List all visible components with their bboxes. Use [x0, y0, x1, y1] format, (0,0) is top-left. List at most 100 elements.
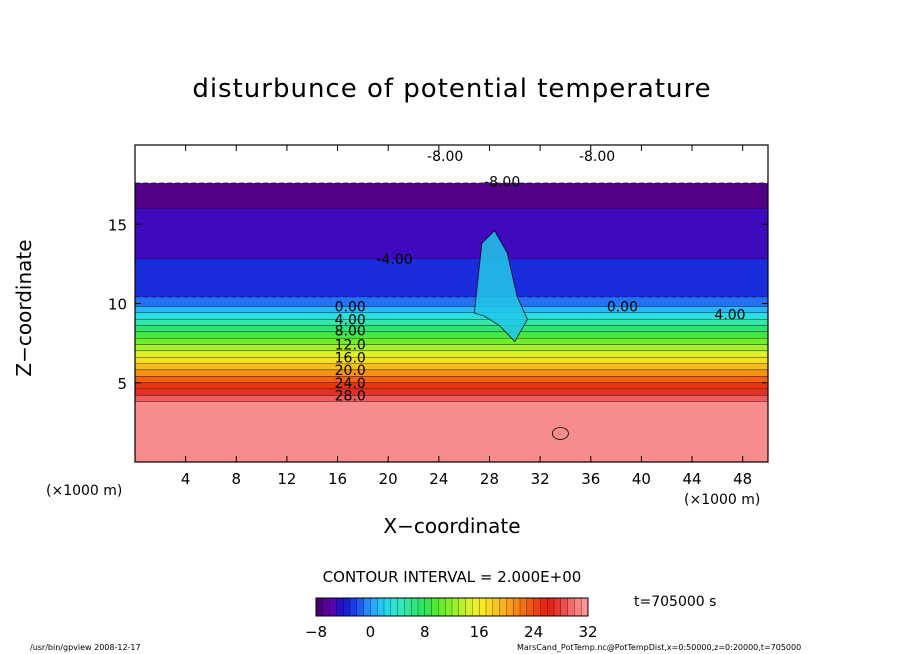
footer-right: MarsCand_PotTemp.nc@PotTempDist,x=0:5000… [517, 643, 802, 652]
x-tick-label: 44 [682, 470, 701, 488]
colorbar-cell [567, 597, 575, 617]
colorbar-cell [404, 597, 412, 617]
x-tick-label: 20 [379, 470, 398, 488]
colorbar-cell [336, 597, 344, 617]
y-tick-label: 10 [108, 296, 127, 314]
heat-band [135, 297, 768, 308]
x-axis-label: X−coordinate [383, 514, 521, 538]
heat-band [135, 332, 768, 339]
colorbar-cell [343, 597, 351, 617]
colorbar-cell [451, 597, 460, 617]
heat-band [135, 389, 768, 396]
colorbar-cell [411, 597, 419, 617]
colorbar-cell [479, 597, 487, 617]
colorbar-cell [397, 597, 405, 617]
colorbar-cell [349, 597, 358, 617]
contour-label: 24.0 [335, 376, 366, 392]
x-tick-label: 4 [181, 470, 191, 488]
colorbar-cell [533, 597, 541, 617]
x-tick-label: 48 [733, 470, 752, 488]
colorbar-cell [356, 597, 365, 617]
colorbar-cell [329, 597, 337, 617]
contour-label: 28.0 [335, 388, 366, 404]
heat-band [135, 208, 768, 260]
colorbar-tick-label: 8 [420, 623, 430, 641]
colorbar-cell [315, 597, 324, 617]
colorbar-cell [560, 597, 569, 617]
x-tick-label: 36 [581, 470, 600, 488]
x-tick-label: 8 [232, 470, 242, 488]
heat-band [135, 325, 768, 333]
contour-label: -4.00 [376, 252, 412, 268]
x-tick-label: 16 [328, 470, 347, 488]
colorbar-cell [485, 597, 494, 617]
colorbar-cell [513, 597, 521, 617]
contour-label: 8.00 [335, 323, 366, 339]
colorbar-cell [322, 597, 331, 617]
contour-closed-loop [551, 427, 569, 440]
heat-band [135, 306, 768, 314]
disturbance-plume [473, 229, 528, 343]
colorbar-tick-label: 32 [578, 623, 597, 641]
colorbar-cell [499, 597, 507, 617]
colorbar-cell [390, 597, 399, 617]
contour-label: 20.0 [335, 363, 366, 379]
heat-band [135, 395, 768, 403]
colorbar-tick-label: 0 [366, 623, 376, 641]
colorbar-tick-label: 24 [524, 623, 543, 641]
heat-band [135, 382, 768, 390]
colorbar-cell [540, 597, 548, 617]
x-tick-label: 24 [429, 470, 448, 488]
contour-label: 0.00 [335, 300, 366, 316]
heat-band [135, 145, 768, 184]
colorbar-cell [363, 597, 371, 617]
colorbar-cell [581, 597, 589, 617]
x-tick-label: 32 [531, 470, 550, 488]
colorbar-cell [526, 597, 535, 617]
colorbar-cell [438, 597, 446, 617]
contour-label: 16.0 [335, 350, 366, 366]
contour-label: -8.00 [579, 149, 615, 165]
colorbar-cell [492, 597, 501, 617]
time-label: t=705000 s [634, 594, 717, 610]
heat-band [135, 313, 768, 320]
colorbar-tick-label: 16 [470, 623, 489, 641]
contour-label: 0.00 [607, 300, 638, 316]
heat-band [135, 259, 768, 298]
footer-left: /usr/bin/gpview 2008-12-17 [30, 643, 141, 652]
colorbar-cell [370, 597, 378, 617]
colorbar-cell [465, 597, 473, 617]
colorbar-cell [458, 597, 467, 617]
contour-label: 12.0 [335, 338, 366, 354]
contour-label: -8.00 [484, 174, 520, 190]
colorbar-cell [506, 597, 514, 617]
x-tick-label: 40 [632, 470, 651, 488]
x-tick-label: 12 [277, 470, 296, 488]
heat-band [135, 376, 768, 384]
colorbar-frame [315, 597, 589, 617]
colorbar-cell [472, 597, 480, 617]
colorbar-cell [445, 597, 453, 617]
contour-interval-label: CONTOUR INTERVAL = 2.000E+00 [322, 568, 582, 586]
y-tick-label: 5 [117, 375, 127, 393]
colorbar-cell [383, 597, 392, 617]
heat-band [135, 351, 768, 358]
y-tick-label: 15 [108, 216, 127, 234]
contour-label: -8.00 [427, 149, 463, 165]
heat-band [135, 401, 768, 463]
colorbar-cell [519, 597, 528, 617]
colorbar-cell [574, 597, 582, 617]
chart-title: disturbunce of potential temperature [192, 74, 712, 104]
x-unit-left: (×1000 m) [46, 483, 123, 499]
heat-band [135, 338, 768, 346]
colorbar-cell [431, 597, 439, 617]
colorbar-cell [553, 597, 562, 617]
colorbar-cell [547, 597, 555, 617]
heat-band [135, 363, 768, 371]
heat-band [135, 370, 768, 377]
colorbar-cell [424, 597, 433, 617]
contour-label: 4.00 [335, 312, 366, 328]
heat-band [135, 319, 768, 327]
